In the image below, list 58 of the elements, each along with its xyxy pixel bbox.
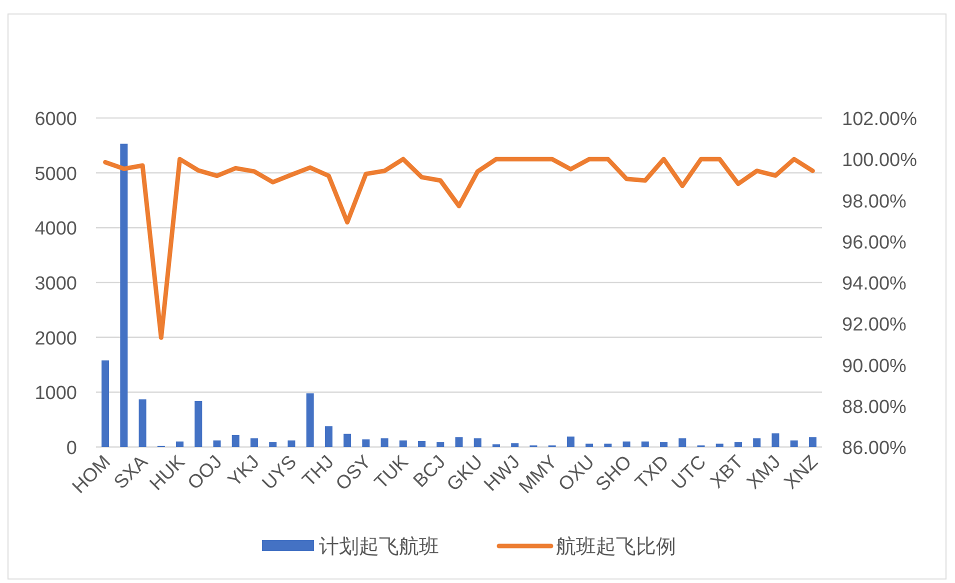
bar bbox=[138, 399, 146, 447]
y2-tick-label: 96.00% bbox=[842, 232, 907, 254]
x-tick-label: UTC bbox=[668, 452, 711, 494]
y2-tick-label: 102.00% bbox=[842, 109, 918, 130]
bar bbox=[772, 433, 780, 447]
bar bbox=[269, 442, 277, 447]
bar bbox=[306, 393, 314, 447]
x-tick-label: UYS bbox=[258, 452, 301, 494]
bar bbox=[790, 440, 798, 447]
y2-tick-label: 100.00% bbox=[842, 150, 918, 172]
legend-label: 计划起飞航班 bbox=[319, 536, 439, 558]
bar bbox=[362, 439, 370, 447]
y2-tick-label: 98.00% bbox=[842, 191, 907, 212]
bar bbox=[808, 437, 816, 447]
bar bbox=[622, 442, 630, 447]
bar bbox=[213, 440, 221, 447]
bar bbox=[232, 434, 240, 447]
y-tick-label: 3000 bbox=[34, 274, 77, 294]
bar bbox=[716, 444, 724, 447]
bar bbox=[511, 443, 519, 447]
bar bbox=[734, 442, 742, 447]
bar bbox=[604, 444, 612, 447]
bar bbox=[250, 438, 258, 447]
x-tick-label: THJ bbox=[298, 452, 338, 492]
bar bbox=[102, 360, 110, 447]
y-tick-label: 0 bbox=[66, 438, 77, 459]
bar bbox=[455, 437, 463, 447]
line-series bbox=[103, 156, 815, 340]
y2-tick-label: 88.00% bbox=[842, 396, 907, 418]
y2-tick-label: 94.00% bbox=[842, 274, 907, 294]
bar bbox=[399, 440, 407, 447]
bar bbox=[288, 440, 296, 447]
y-tick-label: 5000 bbox=[34, 164, 77, 185]
bar bbox=[641, 442, 649, 447]
bar bbox=[176, 442, 184, 447]
bar bbox=[474, 438, 482, 447]
bar bbox=[660, 442, 668, 447]
bar bbox=[194, 400, 202, 447]
y-tick-label: 1000 bbox=[34, 383, 77, 404]
y2-tick-label: 90.00% bbox=[842, 356, 907, 377]
bar bbox=[436, 442, 444, 447]
y2-tick-label: 92.00% bbox=[842, 314, 907, 336]
y-tick-label: 2000 bbox=[34, 328, 77, 350]
x-tick-label: TUK bbox=[370, 451, 413, 494]
legend-label: 航班起飞比例 bbox=[556, 536, 676, 558]
bar bbox=[418, 440, 426, 447]
bar bbox=[380, 438, 388, 447]
y-tick-label: 6000 bbox=[34, 109, 77, 130]
bar bbox=[753, 438, 761, 447]
bar bbox=[344, 434, 352, 447]
bar bbox=[492, 444, 500, 447]
bar bbox=[586, 444, 594, 447]
bar bbox=[566, 436, 574, 447]
bar bbox=[120, 144, 128, 447]
bar bbox=[678, 438, 686, 447]
y2-tick-label: 86.00% bbox=[842, 438, 907, 459]
y-tick-label: 4000 bbox=[34, 218, 77, 240]
bar bbox=[324, 426, 332, 447]
